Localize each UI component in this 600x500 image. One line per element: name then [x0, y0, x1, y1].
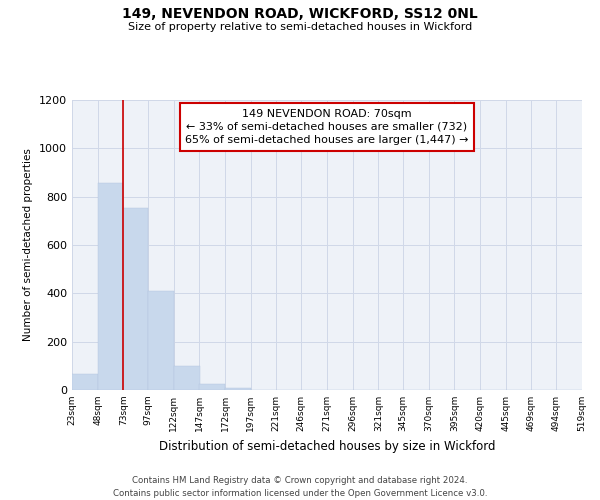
Bar	[124, 208, 148, 390]
Text: Contains HM Land Registry data © Crown copyright and database right 2024.
Contai: Contains HM Land Registry data © Crown c…	[113, 476, 487, 498]
Bar	[199, 384, 225, 390]
Bar	[225, 388, 251, 390]
Bar	[72, 374, 98, 390]
X-axis label: Distribution of semi-detached houses by size in Wickford: Distribution of semi-detached houses by …	[159, 440, 495, 452]
Text: 149, NEVENDON ROAD, WICKFORD, SS12 0NL: 149, NEVENDON ROAD, WICKFORD, SS12 0NL	[122, 8, 478, 22]
Bar	[174, 366, 199, 390]
Text: 149 NEVENDON ROAD: 70sqm
← 33% of semi-detached houses are smaller (732)
65% of : 149 NEVENDON ROAD: 70sqm ← 33% of semi-d…	[185, 108, 469, 145]
Y-axis label: Number of semi-detached properties: Number of semi-detached properties	[23, 148, 34, 342]
Text: Size of property relative to semi-detached houses in Wickford: Size of property relative to semi-detach…	[128, 22, 472, 32]
Bar	[148, 291, 174, 390]
Bar	[98, 184, 124, 390]
